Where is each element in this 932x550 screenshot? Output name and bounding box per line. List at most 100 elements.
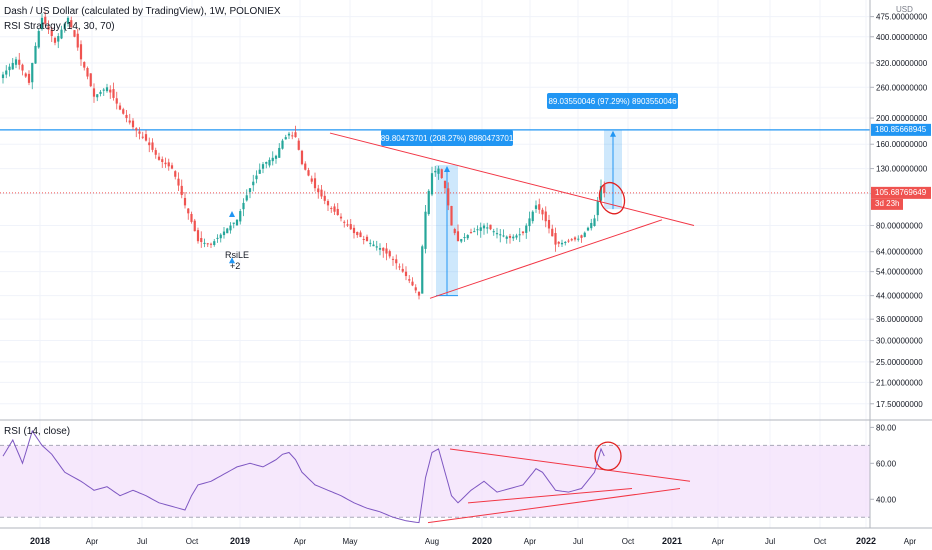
candle (531, 210, 534, 224)
candle (599, 179, 603, 204)
rsi-legend: RSI (14, close) (4, 426, 70, 437)
candle (44, 11, 47, 26)
time-tick-label: Apr (86, 537, 99, 546)
candle (440, 168, 443, 179)
candle (333, 203, 336, 215)
time-tick-label: Jul (137, 537, 147, 546)
candle (356, 231, 359, 238)
candle (417, 291, 421, 300)
candle (401, 263, 404, 273)
candle (580, 234, 583, 243)
candle (125, 109, 128, 123)
time-tick-label: Apr (294, 537, 307, 546)
candle (141, 131, 144, 140)
rsi-line (2, 429, 605, 524)
rsi-axis-ticks[interactable]: 80.00 60.00 40.00 (870, 423, 897, 504)
candle (109, 85, 112, 99)
candle (252, 174, 255, 192)
price-tick-label: 21.00000000 (876, 378, 923, 387)
rsi-trendline-mid[interactable] (467, 487, 633, 504)
candle (349, 219, 352, 230)
candle (391, 256, 395, 266)
candle (404, 266, 408, 281)
candle (343, 220, 346, 228)
candle (284, 134, 287, 140)
price-tick-label: 160.00000000 (876, 140, 928, 149)
time-axis-ticks[interactable]: 2018 Apr Jul Oct 2019 Apr May Aug 2020 Apr Jul Oct 2… (30, 536, 917, 546)
candle (411, 277, 414, 287)
currency-label: USD (896, 5, 913, 14)
candle (326, 199, 330, 211)
candle (96, 94, 99, 102)
candle (304, 161, 307, 171)
candle (300, 149, 304, 166)
countdown-badge-bg (871, 198, 903, 210)
price-tick-label: 260.00000000 (876, 83, 928, 92)
trendline-lower[interactable] (429, 219, 663, 299)
candle (73, 29, 76, 38)
countdown-badge: 3d 23h (875, 199, 899, 208)
price-axis-ticks[interactable]: 475.00000000 400.00000000 320.00000000 260.… (870, 13, 928, 409)
signal-arrow-icon (229, 257, 235, 264)
candle (226, 227, 229, 234)
candle (482, 223, 486, 235)
candle (538, 198, 541, 214)
candle (336, 203, 339, 216)
candle (294, 125, 297, 138)
candle (421, 244, 424, 294)
candle (216, 234, 219, 243)
candle (525, 223, 528, 239)
candle (307, 167, 310, 177)
candle (577, 235, 580, 242)
candle (583, 231, 586, 238)
trendline-upper[interactable] (329, 132, 695, 227)
candle (320, 185, 323, 199)
candle (76, 28, 79, 51)
candle (222, 226, 226, 239)
price-tick-label: 25.00000000 (876, 358, 923, 367)
candle (375, 240, 378, 251)
breakout-circle[interactable] (595, 179, 628, 217)
rsi-trendline-upper[interactable] (449, 448, 691, 482)
signal-count: +2 (230, 261, 240, 271)
candle (346, 219, 349, 227)
candle (14, 56, 18, 69)
measure-label-2-bg (547, 93, 678, 109)
rsi-trendline-lower[interactable] (427, 487, 681, 524)
candle (258, 163, 261, 174)
candle (385, 242, 388, 261)
measure-tools[interactable]: 89.80473701 (208.27%) 8980473701 89.03550… (381, 93, 678, 297)
candle (53, 36, 57, 46)
candle (5, 65, 8, 79)
candle (564, 240, 567, 246)
trendline-drawings[interactable] (229, 132, 695, 524)
candle (479, 222, 482, 238)
candle (398, 263, 401, 271)
candle (79, 40, 83, 66)
candle (495, 227, 499, 239)
candle (382, 247, 385, 258)
candle (242, 198, 245, 217)
candle (183, 192, 187, 209)
candle (547, 214, 551, 234)
price-tick-label: 54.00000000 (876, 268, 923, 277)
candle (24, 72, 27, 78)
candle (434, 165, 437, 177)
candle (443, 180, 447, 194)
price-tick-label: 44.00000000 (876, 292, 923, 301)
candle (372, 240, 375, 247)
candle (395, 254, 398, 270)
candle (128, 113, 131, 125)
candle (1, 71, 5, 84)
candle (456, 224, 460, 242)
candle (287, 131, 291, 140)
time-tick-label: 2019 (230, 536, 250, 546)
price-tick-label: 320.00000000 (876, 59, 928, 68)
candle (63, 22, 66, 33)
candle (144, 130, 148, 142)
rsi-breakout-circle[interactable] (594, 441, 622, 471)
candle (261, 161, 265, 174)
candle (567, 238, 570, 243)
candle (148, 137, 151, 153)
